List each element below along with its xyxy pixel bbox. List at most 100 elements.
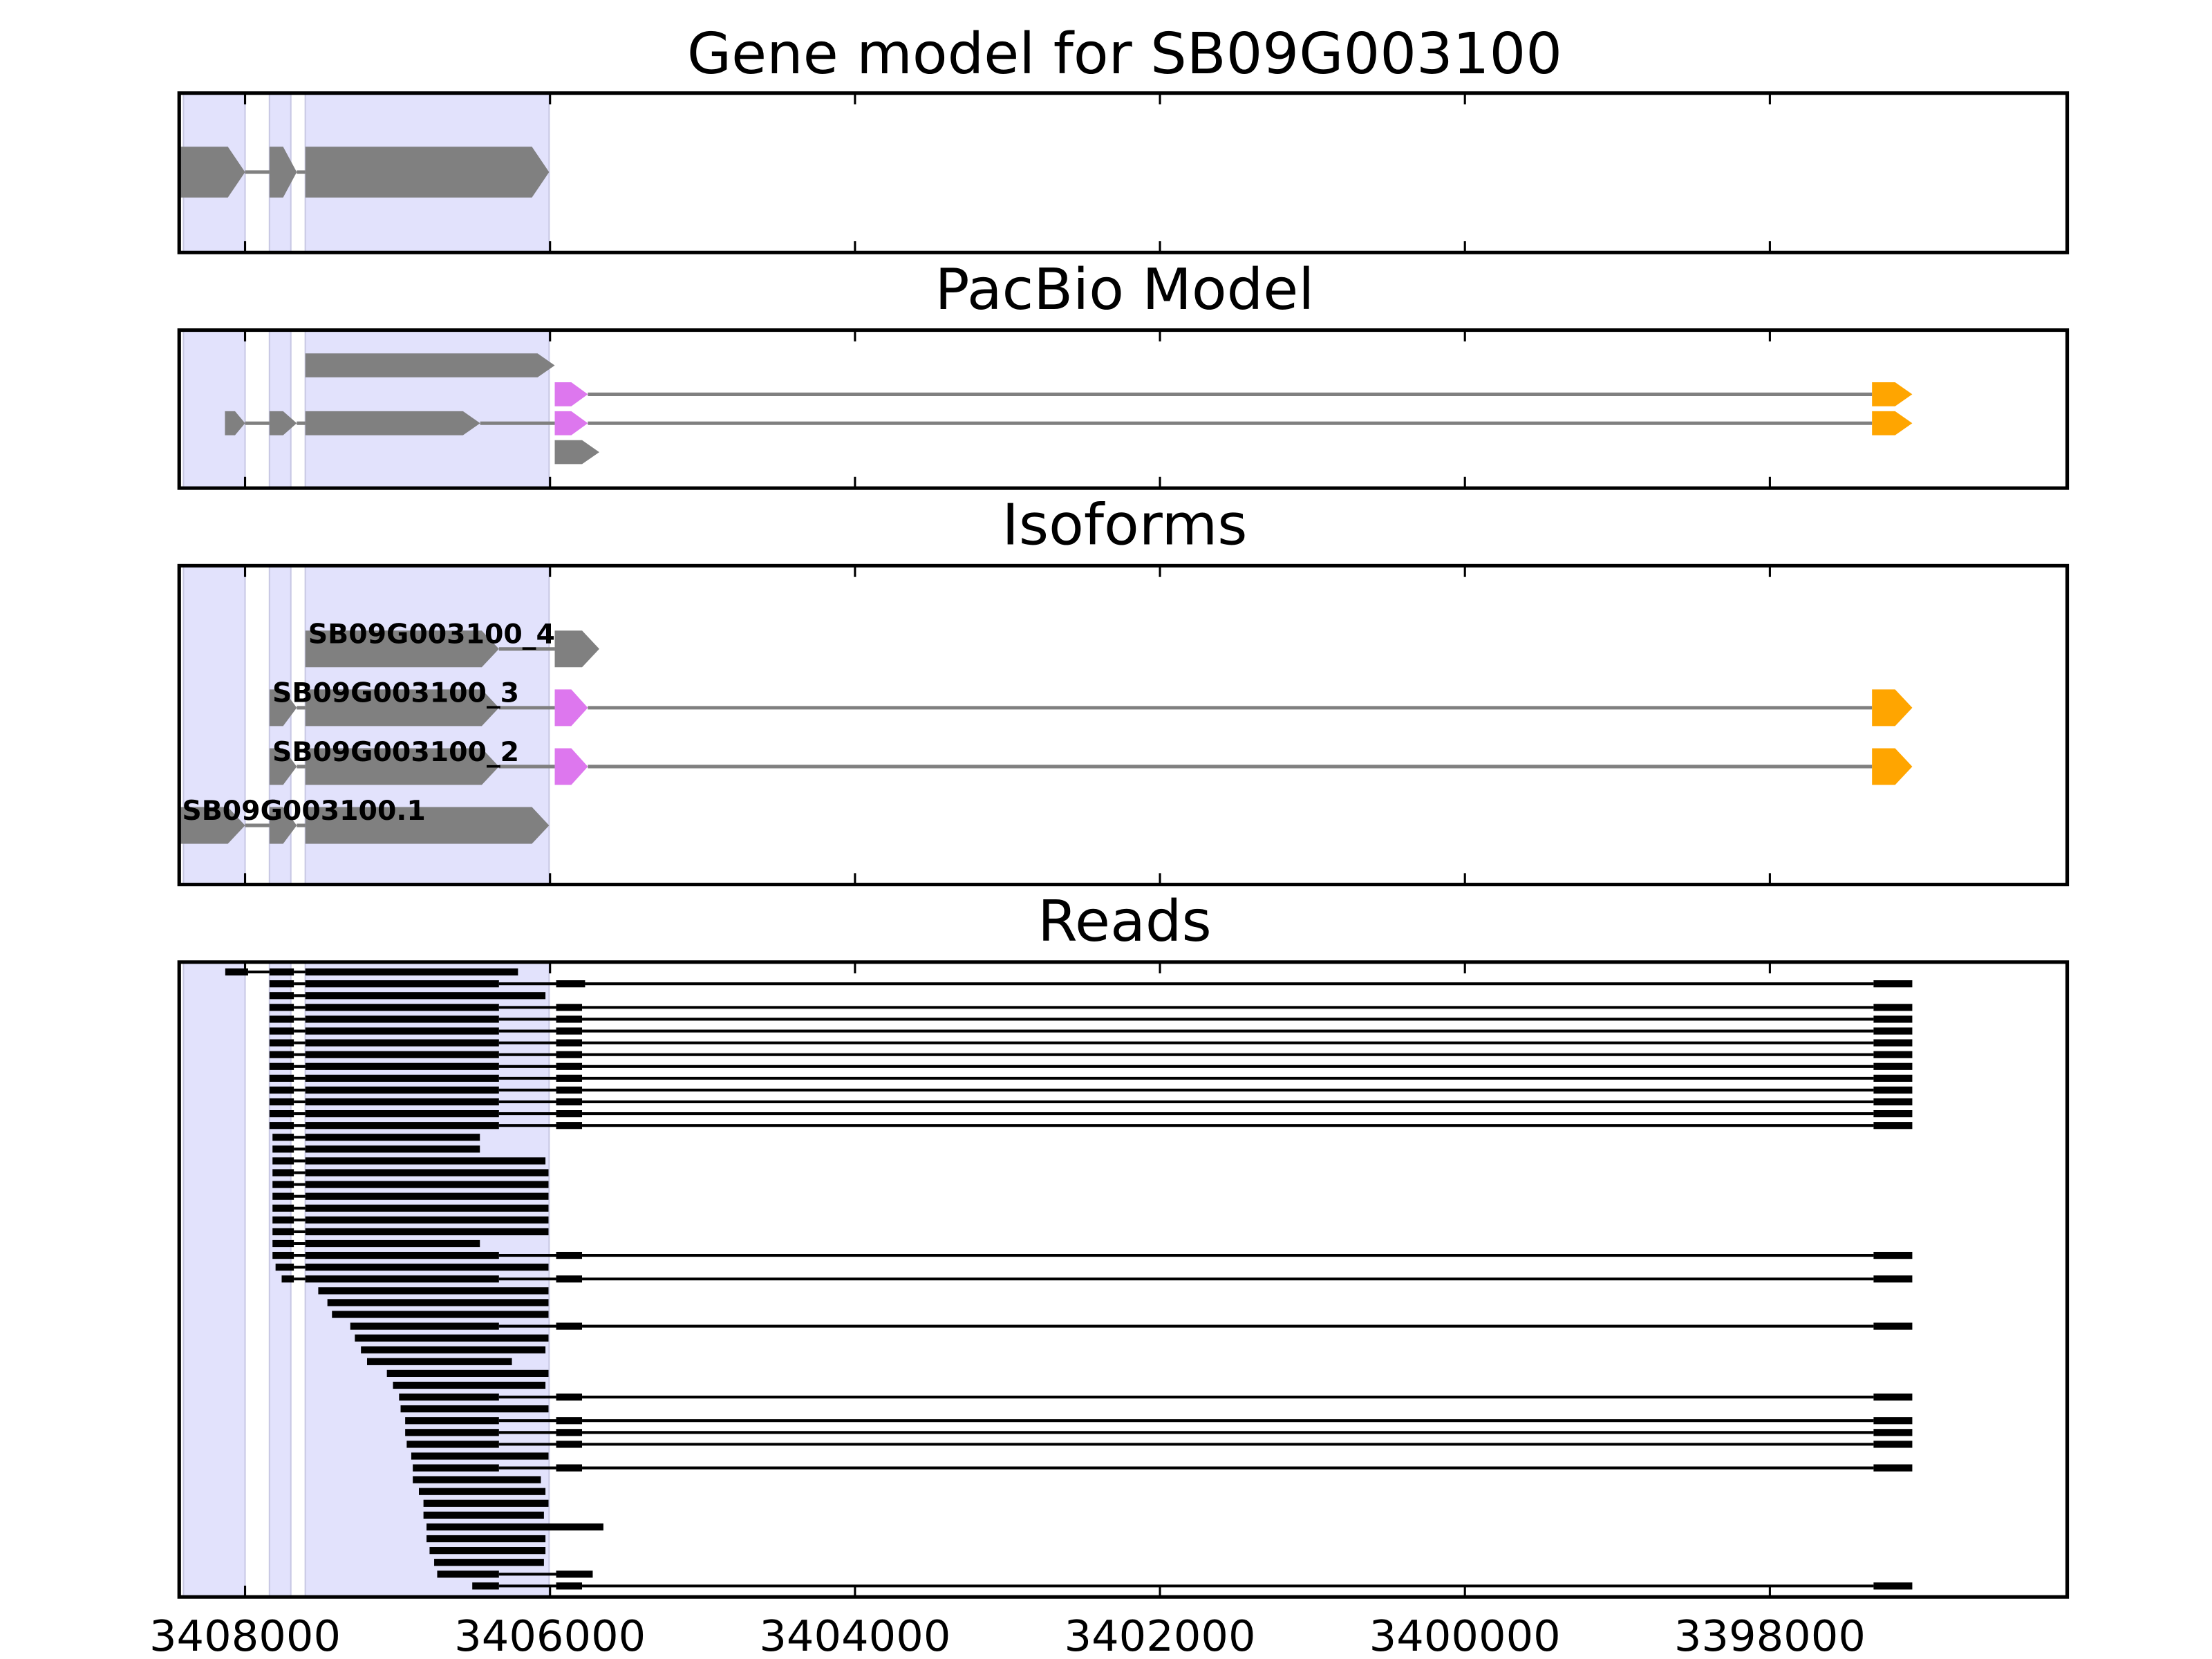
read-block	[305, 1098, 499, 1106]
read-block	[305, 1086, 499, 1094]
read-block	[272, 1251, 294, 1259]
read-block	[556, 1051, 583, 1058]
read-block	[305, 1192, 549, 1200]
read-block	[305, 980, 499, 988]
read-block	[1873, 1051, 1913, 1058]
read-block	[556, 1027, 583, 1035]
read-block	[1873, 1429, 1913, 1436]
read-block	[556, 1062, 583, 1070]
read-block	[1873, 1027, 1913, 1035]
exon	[1872, 411, 1913, 435]
exon	[1872, 748, 1913, 785]
exon	[179, 807, 245, 844]
read-block	[1873, 1098, 1913, 1106]
read-block	[269, 1027, 294, 1035]
read-block	[305, 1264, 549, 1271]
read-block	[305, 1074, 499, 1082]
read-block	[418, 1488, 546, 1495]
exon	[225, 411, 245, 435]
read-block	[305, 1110, 499, 1118]
read-block	[1873, 1322, 1913, 1330]
exon	[554, 382, 588, 406]
exon	[554, 748, 588, 785]
exon	[1872, 382, 1913, 406]
read-block	[305, 992, 546, 1000]
read-block	[305, 1134, 480, 1141]
read-block	[272, 1134, 294, 1141]
read-block	[272, 1204, 294, 1212]
read-block	[272, 1228, 294, 1236]
read-block	[305, 1169, 549, 1177]
read-block	[305, 1062, 499, 1070]
read-block	[1873, 1251, 1913, 1259]
read-block	[1873, 1062, 1913, 1070]
read-block	[305, 1015, 499, 1023]
panel-title: Isoforms	[1002, 493, 1247, 558]
exon	[269, 748, 297, 785]
read-block	[1873, 1039, 1913, 1047]
read-block	[269, 1015, 294, 1023]
panel-frame	[177, 91, 2070, 254]
read-block	[269, 1062, 294, 1070]
read-block	[361, 1346, 546, 1353]
exon	[305, 630, 499, 668]
panel-frame	[177, 960, 2070, 1599]
read-block	[305, 1251, 499, 1259]
read-block	[1873, 1275, 1913, 1283]
read-block	[355, 1334, 549, 1342]
read-block	[305, 1039, 499, 1047]
read-block	[423, 1511, 544, 1519]
exon	[305, 147, 550, 198]
read-block	[399, 1393, 499, 1401]
read-block	[269, 1098, 294, 1106]
read-block	[556, 1039, 583, 1047]
read-block	[556, 1417, 583, 1425]
read-block	[305, 1027, 499, 1035]
isoform-label: SB09G003100_3	[272, 678, 519, 709]
highlight-region	[182, 961, 246, 1598]
highlight-region	[182, 329, 246, 489]
read-block	[1873, 1015, 1913, 1023]
isoform-label: SB09G003100.1	[182, 796, 425, 827]
read-block	[272, 1192, 294, 1200]
read-block	[272, 1169, 294, 1177]
read-block	[406, 1441, 499, 1448]
read-block	[281, 1275, 294, 1283]
read-block	[427, 1535, 546, 1543]
exon	[269, 147, 297, 198]
read-block	[1873, 1441, 1913, 1448]
read-block	[305, 1145, 480, 1153]
read-block	[305, 1275, 499, 1283]
read-block	[434, 1559, 544, 1566]
exon	[305, 807, 550, 844]
read-block	[405, 1417, 499, 1425]
read-block	[269, 1039, 294, 1047]
read-block	[1873, 980, 1913, 988]
read-block	[272, 1239, 294, 1248]
read-block	[413, 1476, 541, 1483]
read-block	[556, 1086, 583, 1094]
read-block	[405, 1429, 499, 1436]
read-block	[305, 1181, 549, 1188]
x-tick-label: 3408000	[149, 1611, 341, 1659]
read-block	[305, 968, 518, 976]
panel-frame	[177, 328, 2070, 490]
read-block	[269, 1122, 294, 1130]
read-block	[318, 1287, 549, 1295]
read-block	[1873, 1393, 1913, 1401]
read-block	[556, 1110, 583, 1118]
read-block	[225, 968, 248, 976]
isoform-label: SB09G003100_4	[308, 619, 555, 650]
exon	[269, 411, 297, 435]
exon	[305, 353, 555, 377]
read-block	[269, 992, 294, 1000]
read-block	[332, 1311, 549, 1318]
read-block	[269, 1051, 294, 1058]
x-tick-label: 3406000	[454, 1611, 646, 1659]
exon	[554, 689, 588, 727]
read-block	[269, 980, 294, 988]
panel-title: Reads	[1038, 890, 1212, 955]
exon	[179, 147, 245, 198]
read-block	[269, 968, 294, 976]
